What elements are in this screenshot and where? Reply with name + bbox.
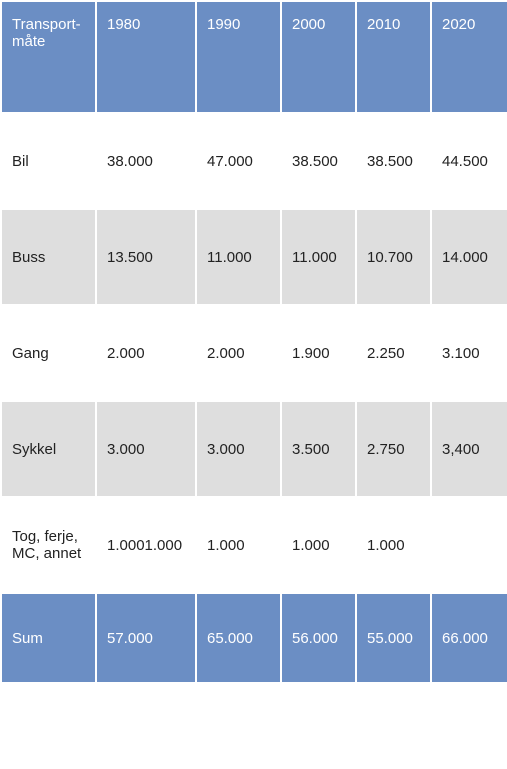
footer-cell: 66.000: [431, 593, 507, 683]
cell: 13.500: [96, 209, 196, 305]
row-label: Gang: [1, 305, 96, 401]
row-label: Bil: [1, 113, 96, 209]
table-row: Sykkel 3.000 3.000 3.500 2.750 3,400: [1, 401, 507, 497]
table-row: Buss 13.500 11.000 11.000 10.700 14.000: [1, 209, 507, 305]
cell: 14.000: [431, 209, 507, 305]
cell: 2.250: [356, 305, 431, 401]
cell: 2.750: [356, 401, 431, 497]
footer-row: Sum 57.000 65.000 56.000 55.000 66.000: [1, 593, 507, 683]
footer-cell: 55.000: [356, 593, 431, 683]
row-label: Buss: [1, 209, 96, 305]
transport-table: Transport-måte 1980 1990 2000 2010 2020 …: [0, 0, 507, 684]
col-header-1980: 1980: [96, 1, 196, 113]
footer-cell: 65.000: [196, 593, 281, 683]
cell: 1.000: [281, 497, 356, 593]
cell: 2.000: [96, 305, 196, 401]
cell: [431, 497, 507, 593]
col-header-2010: 2010: [356, 1, 431, 113]
cell: 11.000: [281, 209, 356, 305]
cell: 1.000: [196, 497, 281, 593]
row-label: Tog, ferje, MC, annet: [1, 497, 96, 593]
col-header-1990: 1990: [196, 1, 281, 113]
cell: 11.000: [196, 209, 281, 305]
cell: 3.000: [196, 401, 281, 497]
table-row: Gang 2.000 2.000 1.900 2.250 3.100: [1, 305, 507, 401]
footer-cell: 56.000: [281, 593, 356, 683]
cell: 38.500: [356, 113, 431, 209]
cell: 44.500: [431, 113, 507, 209]
cell: 3,400: [431, 401, 507, 497]
cell: 1.000: [356, 497, 431, 593]
cell: 38.000: [96, 113, 196, 209]
cell: 1.0001.000: [96, 497, 196, 593]
cell: 3.100: [431, 305, 507, 401]
cell: 47.000: [196, 113, 281, 209]
table-row: Bil 38.000 47.000 38.500 38.500 44.500: [1, 113, 507, 209]
col-header-mode: Transport-måte: [1, 1, 96, 113]
cell: 3.500: [281, 401, 356, 497]
cell: 2.000: [196, 305, 281, 401]
cell: 38.500: [281, 113, 356, 209]
col-header-2000: 2000: [281, 1, 356, 113]
footer-label: Sum: [1, 593, 96, 683]
table-row: Tog, ferje, MC, annet 1.0001.000 1.000 1…: [1, 497, 507, 593]
cell: 10.700: [356, 209, 431, 305]
header-row: Transport-måte 1980 1990 2000 2010 2020: [1, 1, 507, 113]
col-header-2020: 2020: [431, 1, 507, 113]
row-label: Sykkel: [1, 401, 96, 497]
cell: 3.000: [96, 401, 196, 497]
footer-cell: 57.000: [96, 593, 196, 683]
cell: 1.900: [281, 305, 356, 401]
